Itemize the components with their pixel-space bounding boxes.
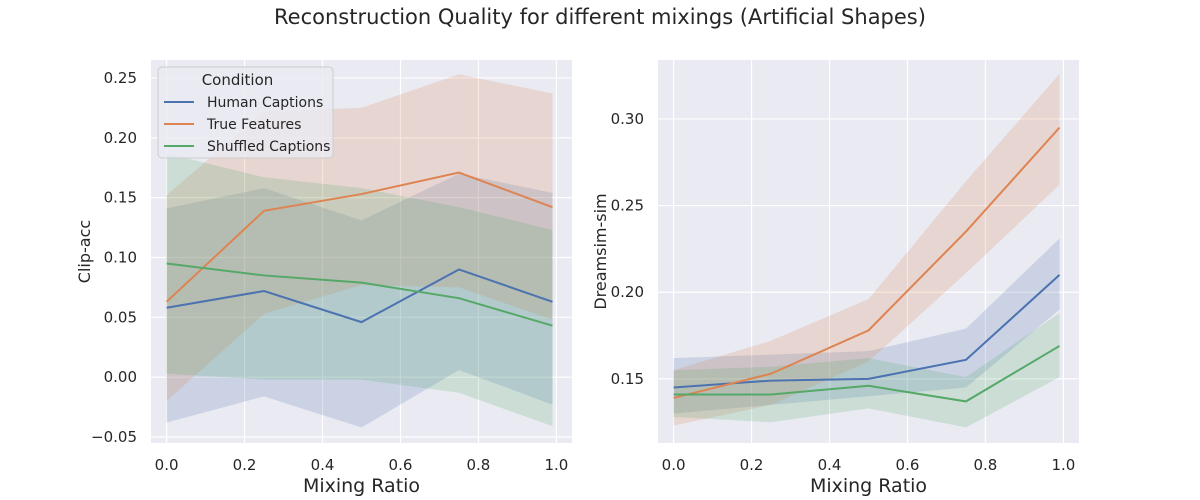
y-axis-label: Clip-acc: [75, 220, 94, 283]
x-tick-label: 0.8: [974, 456, 998, 474]
y-tick-label: 0.20: [104, 129, 137, 147]
x-axis-label: Mixing Ratio: [303, 475, 420, 497]
y-tick-label: −0.05: [91, 428, 137, 446]
ci-band-true-features: [673, 73, 1060, 426]
series-line-true-features: [673, 126, 1061, 399]
y-tick-label: 0.25: [104, 69, 137, 87]
y-tick-label: 0.15: [611, 370, 644, 388]
x-tick-label: 0.8: [467, 456, 491, 474]
y-tick-label: 0.15: [104, 189, 137, 207]
series-line-shuffled-captions: [673, 345, 1061, 403]
x-tick-label: 0.0: [662, 456, 686, 474]
y-tick-label: 0.20: [611, 283, 644, 301]
ci-band-human-captions: [166, 173, 553, 428]
x-tick-label: 0.4: [311, 456, 335, 474]
x-tick-label: 1.0: [544, 456, 568, 474]
x-tick-label: 0.2: [233, 456, 257, 474]
series-line-human-captions: [166, 268, 553, 324]
x-axis-label: Mixing Ratio: [810, 475, 927, 497]
legend-box: [157, 66, 334, 159]
x-tick-label: 0.0: [155, 456, 179, 474]
legend-title: Condition: [202, 71, 274, 89]
ci-band-shuffled-captions: [166, 153, 553, 427]
ci-band-shuffled-captions: [673, 313, 1060, 428]
y-tick-label: 0.00: [104, 368, 137, 386]
x-tick-label: 0.6: [389, 456, 413, 474]
legend-entry-shuffled-captions: Shuffled Captions: [207, 139, 330, 155]
x-tick-label: 0.4: [818, 456, 842, 474]
y-tick-label: 0.25: [611, 197, 644, 215]
y-tick-label: 0.05: [104, 308, 137, 326]
y-axis-label: Dreamsim-sim: [591, 193, 610, 309]
legend-entry-human-captions: Human Captions: [207, 95, 323, 111]
series-line-human-captions: [673, 274, 1061, 389]
y-tick-label: 0.10: [104, 248, 137, 266]
x-tick-label: 0.2: [740, 456, 764, 474]
panel-clip-acc: 0.0 0.2 0.4 0.6 0.8 1.0 −0.05 0.00 0.05 0.10 0.15 0…: [75, 60, 572, 497]
series-line-true-features: [165, 171, 553, 303]
figure-title: Reconstruction Quality for different mix…: [274, 5, 926, 29]
x-tick-label: 1.0: [1051, 456, 1075, 474]
x-tick-label: 0.6: [896, 456, 920, 474]
legend-entry-true-features: True Features: [206, 117, 301, 133]
panel-dreamsim-sim: 0.0 0.2 0.4 0.6 0.8 1.0 0.15 0.20 0.25 0.30 Mixing…: [591, 60, 1079, 497]
series-line-shuffled-captions: [166, 262, 553, 327]
ci-band-human-captions: [673, 238, 1060, 414]
y-tick-label: 0.30: [611, 110, 644, 128]
